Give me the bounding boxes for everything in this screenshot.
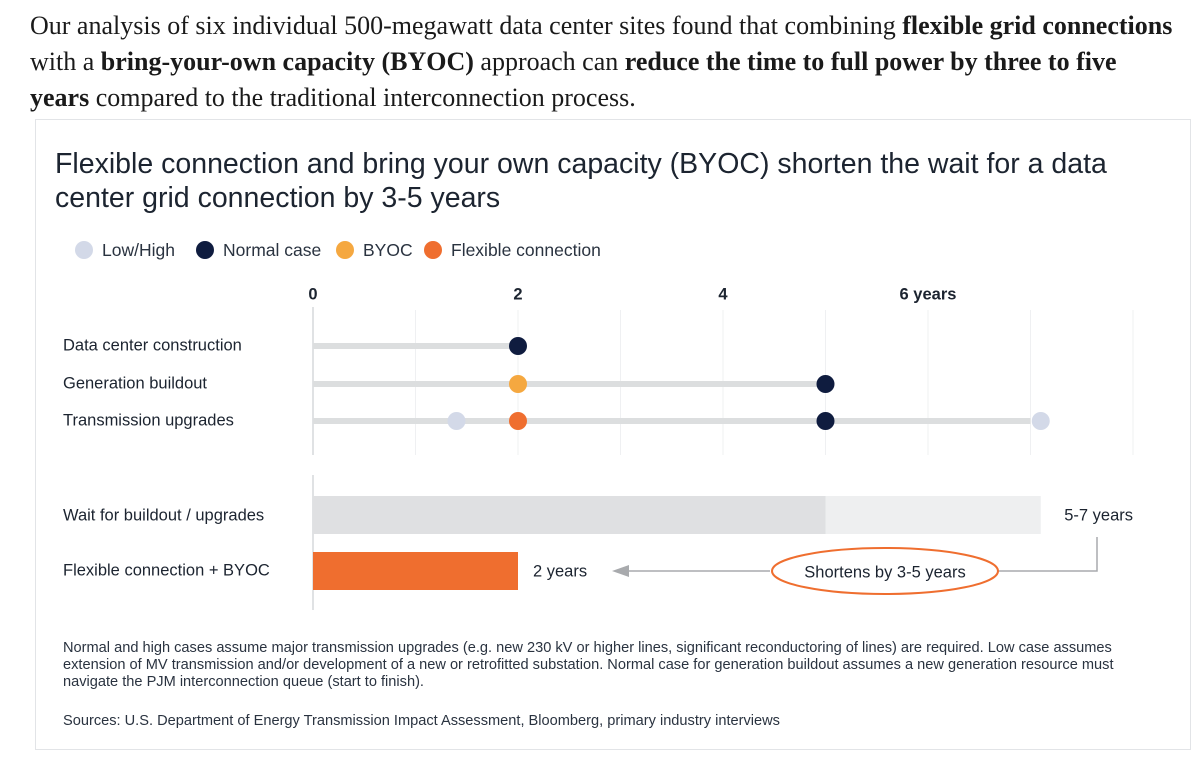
data-point bbox=[1031, 412, 1050, 430]
intro-segment-bold: flexible grid connections bbox=[902, 11, 1173, 40]
intro-paragraph: Our analysis of six individual 500-megaw… bbox=[30, 8, 1180, 116]
data-point bbox=[509, 337, 527, 355]
chart-footnote: Normal and high cases assume major trans… bbox=[63, 640, 1114, 690]
connector-line bbox=[995, 537, 1098, 572]
legend-dot-byoc bbox=[336, 241, 354, 259]
bar-label: Wait for buildout / upgrades bbox=[63, 506, 264, 524]
row-label: Transmission upgrades bbox=[63, 411, 234, 429]
data-point bbox=[816, 375, 835, 393]
data-point bbox=[447, 412, 466, 430]
row-label: Data center construction bbox=[63, 336, 242, 354]
legend-label-byoc: BYOC bbox=[363, 240, 413, 260]
data-point bbox=[816, 412, 835, 430]
annotation-ellipse bbox=[771, 547, 999, 595]
bar-value-label: 2 years bbox=[533, 562, 587, 580]
x-tick-label: 4 bbox=[718, 285, 728, 303]
data-point bbox=[509, 375, 527, 393]
legend-dot-normal-case bbox=[196, 241, 214, 259]
intro-segment-bold: bring-your-own capacity (BYOC) bbox=[100, 47, 474, 76]
x-tick-label: 2 bbox=[513, 285, 522, 303]
x-tick-label: 0 bbox=[308, 285, 317, 303]
intro-segment: approach can bbox=[473, 47, 625, 76]
annotation-text: Shortens by 3-5 years bbox=[804, 563, 965, 581]
bar-wait-range bbox=[825, 496, 1041, 534]
bar-label: Flexible connection + BYOC bbox=[63, 561, 270, 579]
data-point bbox=[509, 412, 527, 430]
intro-segment-bold: reduce the time to full power by three t… bbox=[30, 47, 1117, 112]
intro-segment: with a bbox=[30, 47, 101, 76]
x-tick-label: 6 years bbox=[900, 285, 957, 303]
legend-label-normal-case: Normal case bbox=[223, 240, 322, 260]
intro-segment: Our analysis of six individual 500-megaw… bbox=[30, 11, 903, 40]
bar-wait-main bbox=[313, 496, 826, 534]
row-label: Generation buildout bbox=[63, 374, 207, 392]
chart-card bbox=[35, 119, 1191, 750]
bar-flexible-byoc bbox=[313, 552, 518, 590]
legend-label-low-high: Low/High bbox=[102, 240, 175, 260]
arrowhead bbox=[612, 565, 629, 577]
legend-dot-low-high bbox=[75, 241, 93, 259]
chart-sources: Sources: U.S. Department of Energy Trans… bbox=[63, 713, 780, 729]
intro-segment: compared to the traditional interconnect… bbox=[89, 83, 636, 112]
legend-dot-flexible-connection bbox=[424, 241, 442, 259]
bar-value-label: 5-7 years bbox=[1064, 506, 1133, 524]
chart-title: Flexible connection and bring your own c… bbox=[55, 148, 1107, 214]
legend-label-flexible-connection: Flexible connection bbox=[451, 240, 601, 260]
